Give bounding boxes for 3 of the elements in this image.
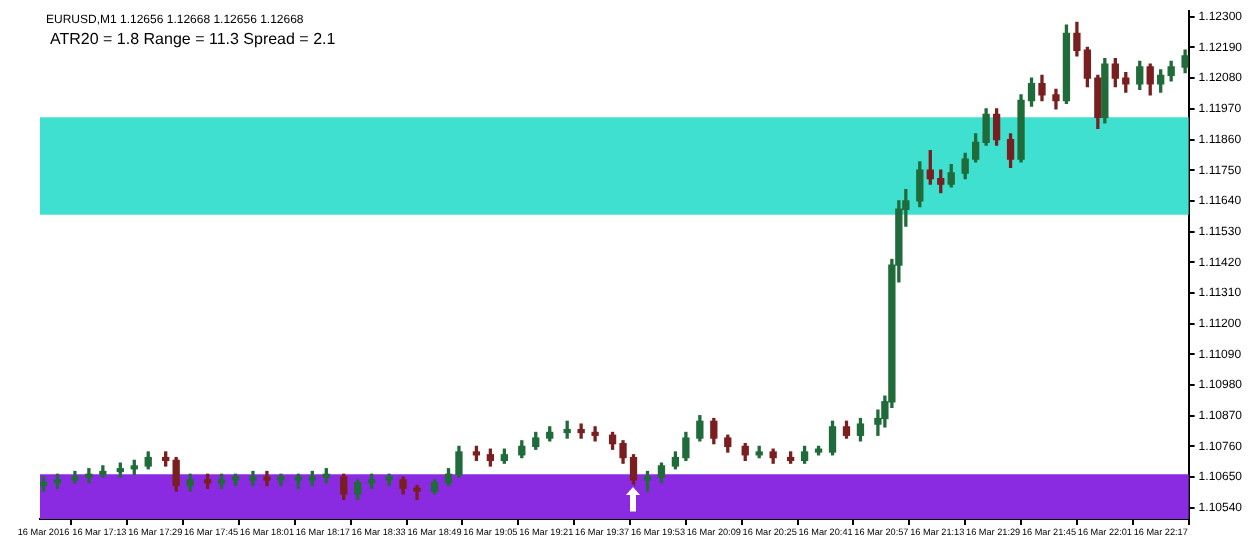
text: ATR20 = 1.8 Range = 11.3 Spread = 2.1: [50, 29, 337, 48]
candlestick: [577, 423, 585, 439]
candlestick: [591, 426, 599, 442]
